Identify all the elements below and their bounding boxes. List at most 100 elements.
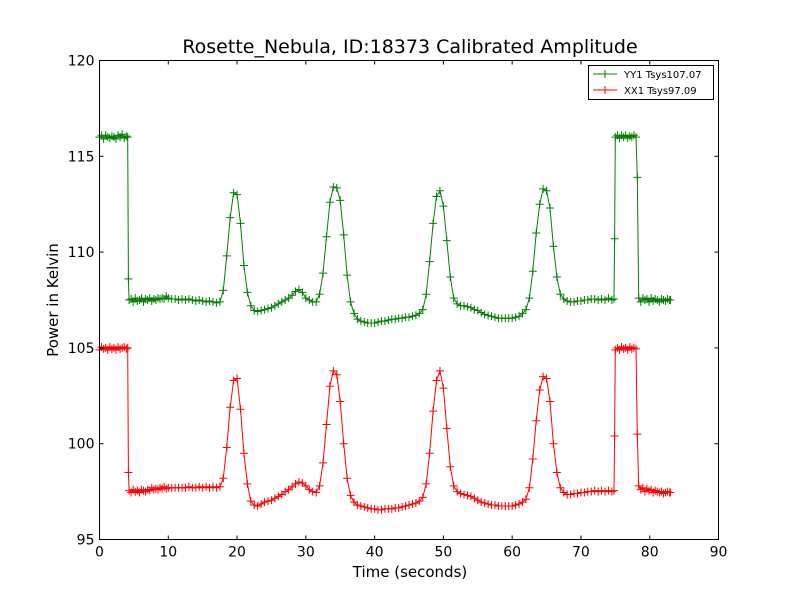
x-tick-label-8: 80 (641, 545, 659, 561)
data-point-0-91 (356, 317, 365, 326)
data-point-0-25 (143, 296, 152, 304)
data-point-1-45 (198, 483, 207, 492)
data-point-0-59 (246, 301, 255, 310)
x-tick-label-9: 90 (710, 545, 728, 561)
data-point-0-92 (360, 318, 369, 327)
data-point-0-15 (124, 274, 133, 283)
x-tick-label-6: 60 (503, 545, 521, 561)
data-point-1-78 (312, 488, 321, 497)
data-point-0-181 (638, 294, 647, 303)
data-point-1-141 (528, 455, 537, 464)
data-point-1-171 (619, 344, 628, 353)
data-point-1-145 (542, 374, 551, 383)
data-point-1-104 (401, 501, 410, 510)
data-point-1-93 (363, 503, 372, 512)
plot-frame (99, 60, 719, 540)
data-point-1-166 (610, 432, 619, 441)
data-point-1-27 (147, 483, 156, 492)
data-point-0-123 (466, 303, 475, 312)
data-point-0-186 (649, 296, 658, 305)
data-point-1-52 (222, 443, 231, 452)
data-point-0-136 (511, 313, 520, 322)
tick-layer: 0 10 20 30 40 50 60 70 80 90 95 100 105 110 115 120 (68, 54, 728, 561)
data-point-1-122 (463, 491, 472, 500)
data-point-1-76 (305, 485, 314, 494)
data-point-1-105 (405, 501, 413, 510)
data-point-0-50 (215, 297, 224, 306)
data-point-1-143 (535, 386, 544, 395)
data-point-1-178 (633, 430, 642, 439)
data-point-0-72 (291, 287, 300, 296)
data-point-1-106 (408, 500, 417, 509)
data-point-1-181 (638, 483, 647, 492)
data-point-1-127 (480, 499, 489, 508)
data-point-0-90 (353, 315, 362, 324)
data-point-0-95 (370, 318, 379, 327)
data-point-0-160 (594, 296, 603, 304)
data-point-0-2 (99, 135, 108, 144)
data-point-0-80 (319, 269, 328, 278)
data-point-1-30 (153, 485, 162, 494)
data-point-1-115 (439, 384, 448, 393)
data-point-1-172 (621, 343, 630, 352)
data-point-1-53 (226, 403, 235, 412)
data-point-1-75 (301, 481, 310, 490)
x-axis-label: Time (seconds) (352, 563, 468, 581)
data-point-0-149 (556, 290, 565, 299)
data-point-0-44 (195, 296, 204, 304)
data-point-1-40 (181, 483, 190, 492)
data-point-0-166 (610, 234, 619, 243)
data-point-0-142 (532, 228, 541, 237)
data-point-1-142 (532, 416, 541, 425)
data-point-0-125 (473, 306, 482, 315)
data-point-0-96 (374, 318, 383, 327)
data-point-1-56 (236, 405, 245, 414)
data-point-1-91 (356, 501, 365, 510)
data-point-1-95 (370, 504, 379, 513)
data-point-0-150 (559, 295, 568, 304)
data-point-0-45 (198, 296, 207, 305)
data-point-1-118 (449, 481, 458, 490)
data-point-0-37 (171, 295, 180, 304)
data-point-1-84 (332, 370, 341, 379)
data-point-1-66 (270, 494, 279, 503)
data-point-1-83 (329, 366, 338, 375)
data-point-0-108 (415, 309, 424, 318)
data-point-0-157 (583, 296, 592, 304)
data-point-0-75 (301, 294, 310, 303)
data-point-1-85 (336, 397, 345, 406)
data-point-0-3 (101, 131, 110, 140)
data-point-0-89 (349, 309, 358, 318)
data-point-1-24 (141, 487, 150, 496)
data-point-0-8 (112, 135, 121, 144)
data-point-0-84 (332, 183, 341, 192)
data-point-1-62 (257, 500, 266, 509)
data-point-0-86 (339, 230, 348, 239)
data-point-0-60 (250, 306, 259, 315)
data-point-0-57 (239, 261, 248, 270)
data-point-0-167 (611, 133, 620, 142)
data-point-1-19 (131, 487, 140, 496)
data-point-0-128 (484, 311, 493, 320)
data-point-1-77 (308, 487, 317, 496)
data-point-0-76 (305, 296, 314, 304)
data-point-1-120 (456, 489, 465, 498)
series-0 (95, 130, 675, 327)
data-point-1-97 (377, 505, 386, 514)
data-point-1-174 (625, 342, 634, 351)
data-point-1-180 (636, 485, 645, 494)
data-point-1-31 (156, 483, 165, 492)
data-point-1-47 (205, 483, 214, 492)
y-tick-label-2: 105 (68, 341, 95, 357)
x-tick-label-3: 30 (297, 545, 315, 561)
legend: YY1 Tsys107.07 XX1 Tsys97.09 (588, 65, 714, 100)
data-point-1-162 (601, 487, 610, 496)
data-point-0-9 (114, 131, 123, 140)
data-point-1-58 (243, 479, 252, 488)
data-point-0-174 (625, 132, 634, 141)
x-tick-label-0: 0 (95, 545, 104, 561)
data-point-1-114 (435, 366, 444, 375)
data-point-0-55 (233, 190, 242, 199)
data-point-0-34 (162, 292, 171, 301)
